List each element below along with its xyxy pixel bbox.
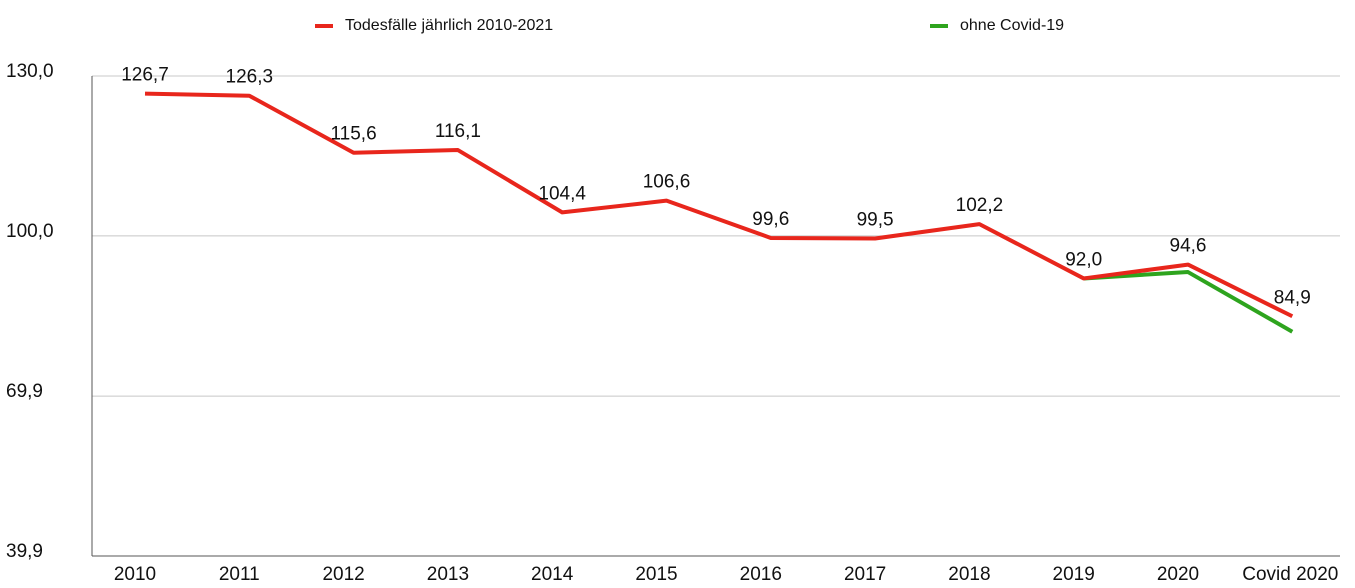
data-label: 126,7	[121, 65, 169, 86]
series-line	[1083, 270, 1294, 334]
x-tick-label: 2016	[740, 564, 782, 585]
data-label: 99,5	[857, 210, 894, 231]
data-label: 106,6	[643, 172, 691, 193]
y-tick-label: 100,0	[6, 221, 54, 242]
data-label: 84,9	[1274, 287, 1311, 308]
series-line	[144, 91, 1294, 319]
x-tick-label: 2018	[948, 564, 990, 585]
x-tick-label: 2013	[427, 564, 469, 585]
data-label: 115,6	[331, 124, 377, 145]
data-label: 104,4	[538, 183, 586, 204]
x-tick-label: 2017	[844, 564, 886, 585]
x-tick-label: 2020	[1157, 564, 1199, 585]
data-label: 102,2	[956, 195, 1004, 216]
y-tick-label: 39,9	[6, 541, 43, 562]
x-tick-label: 2015	[635, 564, 677, 585]
data-label: 94,6	[1170, 236, 1207, 257]
x-tick-label: 2010	[114, 564, 156, 585]
legend-label: ohne Covid-19	[960, 17, 1064, 34]
x-tick-label: 2011	[219, 564, 260, 585]
x-tick-label: Covid 2020	[1242, 564, 1338, 585]
legend-label: Todesfälle jährlich 2010-2021	[345, 17, 553, 34]
y-tick-label: 69,9	[6, 381, 43, 402]
x-tick-label: 2014	[531, 564, 574, 585]
x-tick-label: 2012	[322, 564, 364, 585]
y-tick-label: 130,0	[6, 61, 54, 82]
data-label: 126,3	[226, 67, 274, 88]
data-label: 99,6	[752, 209, 789, 230]
data-label: 92,0	[1065, 249, 1102, 270]
data-label: 116,1	[435, 121, 481, 142]
x-tick-label: 2019	[1053, 564, 1095, 585]
